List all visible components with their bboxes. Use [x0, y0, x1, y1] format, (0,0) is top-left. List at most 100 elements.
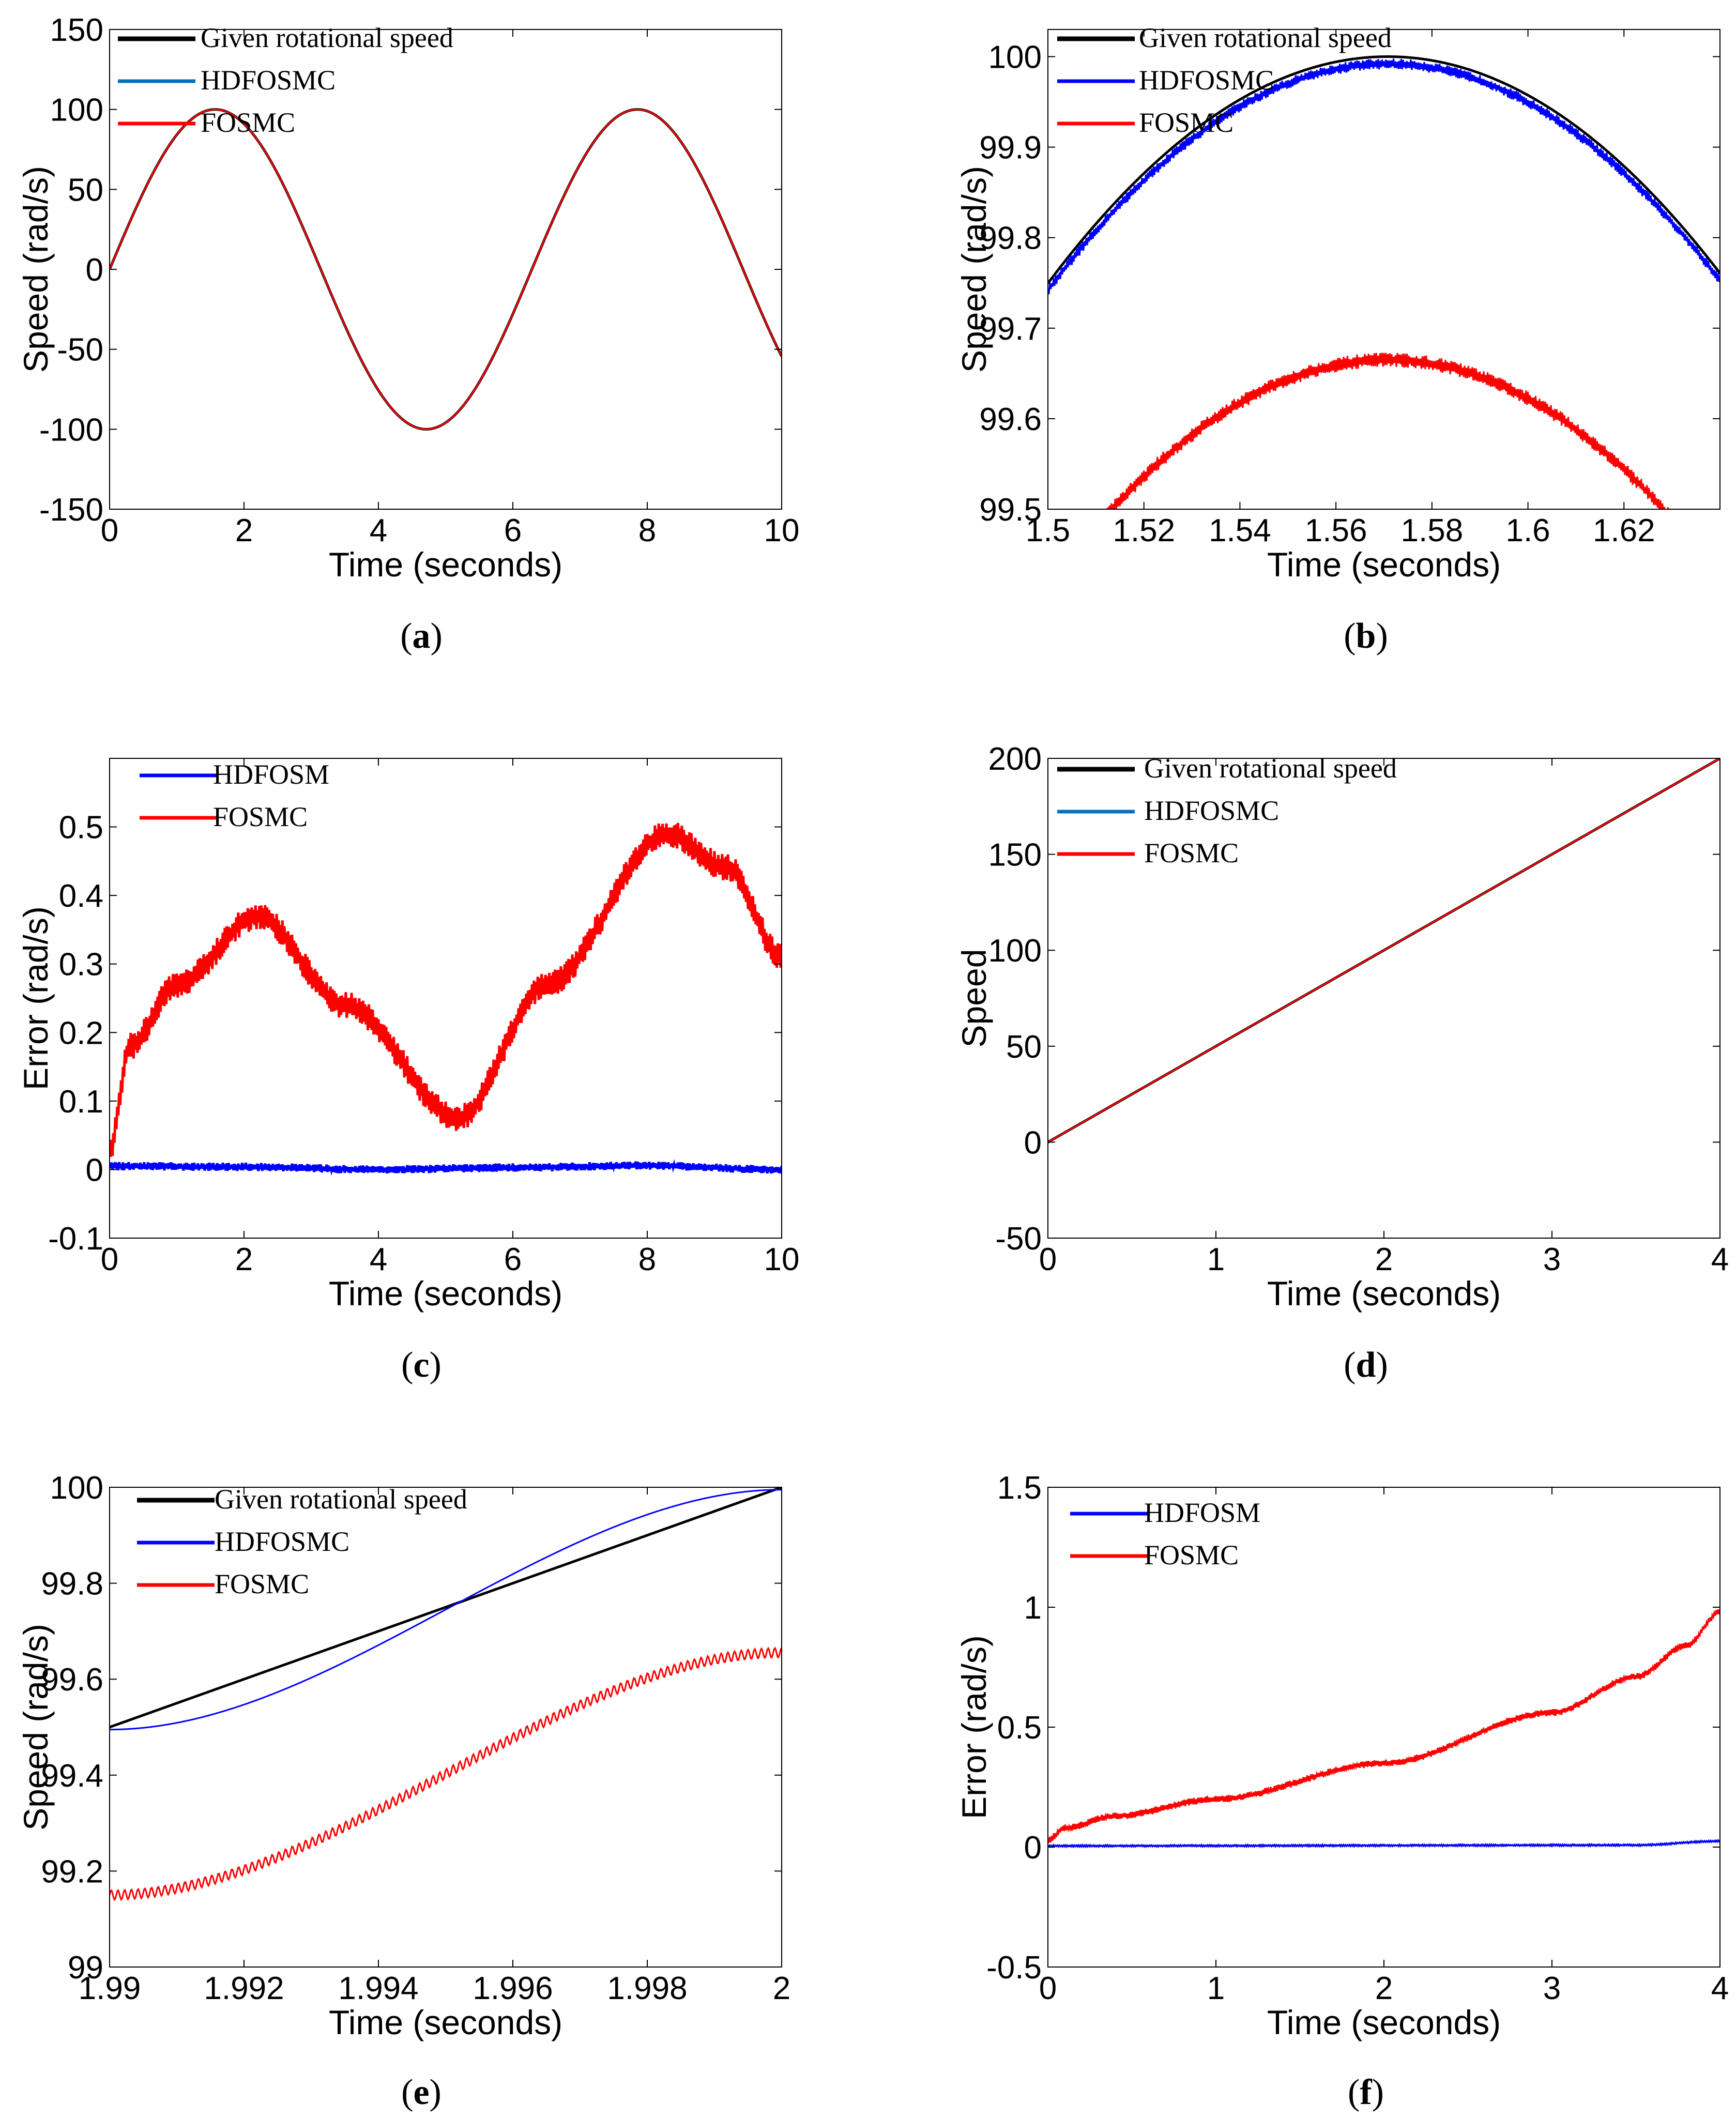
- y-axis-label: Speed (rad/s): [955, 166, 993, 373]
- panel-label-e: (e): [401, 2072, 441, 2112]
- y-tick-label: 0: [1024, 1125, 1042, 1161]
- axes-box: [1047, 29, 1720, 510]
- x-tick-label: 1.994: [338, 1971, 418, 2006]
- y-tick-label: -50: [995, 1221, 1042, 1257]
- axes-box: [109, 1487, 782, 1968]
- x-axis-label: Time (seconds): [1267, 2003, 1501, 2041]
- legend-label: HDFOSMC: [215, 1526, 349, 1557]
- x-tick-label: 1: [1207, 1971, 1225, 2006]
- series-hdfosmc: [110, 1489, 782, 1731]
- panel-label-c: (c): [401, 1345, 441, 1385]
- y-tick-label: 0: [86, 252, 103, 288]
- x-axis-label: Time (seconds): [329, 1274, 562, 1313]
- x-tick-label: 10: [764, 1242, 800, 1277]
- series-fosmc: [1048, 1609, 1720, 1843]
- legend-label: FOSMC: [213, 801, 308, 832]
- x-tick-label: 1: [1207, 1242, 1225, 1277]
- y-tick-label: 150: [988, 837, 1042, 873]
- y-tick-label: -150: [39, 492, 103, 528]
- panel-label-a: (a): [400, 616, 443, 656]
- y-tick-label: 0.5: [59, 810, 103, 846]
- panel-label-f: (f): [1348, 2072, 1384, 2112]
- y-tick-label: 0: [1024, 1830, 1042, 1866]
- x-tick-label: 0: [1039, 1242, 1057, 1277]
- x-tick-label: 0: [101, 1242, 118, 1277]
- y-axis-label: Speed (rad/s): [17, 166, 55, 373]
- y-tick-label: 0.5: [997, 1710, 1042, 1746]
- legend-label: HDFOSMC: [201, 65, 336, 96]
- plot-area-d: [1048, 758, 1720, 1144]
- x-tick-label: 0: [101, 513, 118, 548]
- x-tick-label: 8: [638, 513, 656, 548]
- y-axis-label: Speed (rad/s): [17, 1624, 55, 1831]
- legend-label: Given rotational speed: [201, 22, 453, 53]
- chart-b: 1.5 1.52 1.54 1.56 1.58 1.6 1.62 100 99.9 99.8 99.…: [955, 22, 1720, 656]
- series-hdfosm: [110, 1159, 782, 1176]
- legend-label: Given rotational speed: [1144, 753, 1397, 784]
- y-tick-label: 100: [50, 1470, 103, 1506]
- plot-area-c: [110, 822, 782, 1176]
- legend-label: HDFOSM: [1144, 1497, 1260, 1528]
- x-tick-label: 2: [773, 1971, 790, 2006]
- legend-label: Given rotational speed: [1139, 22, 1392, 53]
- y-tick-label: 0: [86, 1152, 103, 1188]
- legend-label: FOSMC: [1139, 107, 1234, 138]
- y-tick-label: 99.7: [979, 311, 1042, 347]
- y-tick-label: -0.5: [986, 1950, 1042, 1986]
- y-tick-label: 99.6: [979, 402, 1042, 437]
- y-tick-label: 99.5: [979, 492, 1042, 528]
- legend-label: FOSMC: [201, 107, 295, 138]
- y-tick-label: 1: [1024, 1590, 1042, 1626]
- y-tick-label: 0.4: [59, 878, 103, 914]
- x-tick-label: 8: [638, 1242, 656, 1277]
- x-tick-label: 4: [1711, 1242, 1729, 1277]
- x-axis-label: Time (seconds): [329, 2003, 562, 2041]
- x-tick-label: 4: [370, 1242, 387, 1277]
- x-tick-label: 0: [1039, 1971, 1057, 2006]
- plot-area-b: [1048, 55, 1720, 509]
- x-tick-label: 2: [235, 513, 253, 548]
- x-tick-label: 2: [1375, 1971, 1393, 2006]
- series-fosmc: [110, 1647, 782, 1901]
- x-tick-label: 2: [1375, 1242, 1393, 1277]
- x-tick-label: 3: [1543, 1971, 1561, 2006]
- legend-label: FOSMC: [1144, 837, 1239, 868]
- plot-area-a: [110, 108, 782, 431]
- series-fosmc: [110, 822, 782, 1157]
- series-fosmc: [1106, 353, 1669, 509]
- legend-label: HDFOSM: [213, 759, 329, 790]
- series-given-rotational-speed: [1048, 55, 1720, 284]
- x-tick-label: 2: [235, 1242, 253, 1277]
- x-axis-label: Time (seconds): [329, 545, 562, 584]
- y-tick-label: 99.4: [41, 1758, 103, 1794]
- x-tick-label: 4: [370, 513, 387, 548]
- plot-area-f: [1048, 1609, 1720, 1849]
- x-tick-label: 6: [504, 1242, 522, 1277]
- y-axis-label: Error (rad/s): [955, 1635, 993, 1819]
- y-tick-label: 99.6: [41, 1662, 103, 1698]
- x-tick-label: 1.99: [79, 1971, 141, 2006]
- x-tick-label: 1.992: [204, 1971, 284, 2006]
- legend-label: FOSMC: [1144, 1539, 1239, 1571]
- chart-a: 0 2 4 6 8 10 150 100 50 0 -50 -100 -150 Time (seconds…: [17, 12, 799, 656]
- axes-box: [109, 758, 782, 1239]
- x-tick-label: 1.52: [1113, 513, 1175, 548]
- x-tick-label: 6: [504, 513, 522, 548]
- x-tick-label: 1.58: [1401, 513, 1464, 548]
- y-tick-label: 0.1: [59, 1084, 103, 1120]
- y-tick-label: 100: [988, 933, 1042, 969]
- y-tick-label: 99.9: [979, 130, 1042, 166]
- y-tick-label: 99: [68, 1950, 103, 1986]
- y-tick-label: 99.8: [979, 221, 1042, 256]
- y-tick-label: 150: [50, 12, 103, 48]
- y-tick-label: -100: [39, 412, 103, 448]
- panel-label-b: (b): [1344, 616, 1388, 656]
- legend-label: Given rotational speed: [215, 1484, 467, 1515]
- y-tick-label: 50: [1006, 1029, 1042, 1065]
- y-tick-label: 50: [68, 172, 103, 208]
- legend-label: HDFOSMC: [1139, 65, 1274, 96]
- series-given-rotational-speed: [110, 1487, 782, 1729]
- y-axis-label: Error (rad/s): [17, 906, 55, 1090]
